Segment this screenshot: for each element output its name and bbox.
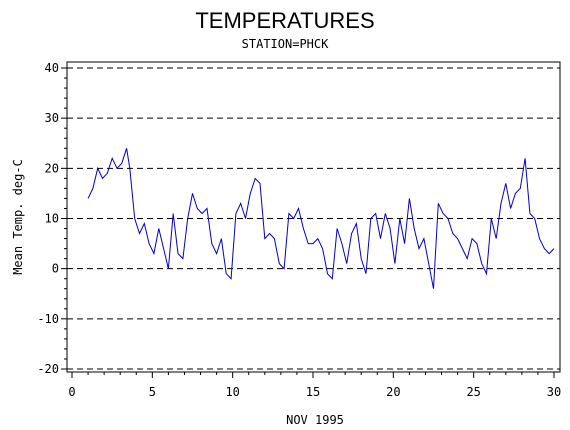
plot-frame (66, 61, 561, 373)
y-tick-label: 0 (52, 262, 59, 276)
y-tick-label: 40 (45, 61, 59, 75)
x-tick-label: 20 (386, 385, 400, 399)
y-tick-label: 10 (45, 212, 59, 226)
chart-subtitle: STATION=PHCK (242, 37, 329, 51)
y-axis-label: Mean Temp. deg-C (11, 159, 25, 275)
y-tick-label: 20 (45, 161, 59, 175)
gridlines (67, 67, 560, 370)
x-tick-label: 30 (547, 385, 561, 399)
series-line (87, 148, 555, 289)
y-tick-label: -10 (37, 312, 59, 326)
y-tick-label: -20 (37, 362, 59, 376)
y-tick-label: 30 (45, 111, 59, 125)
x-axis: 0 5 10 15 20 25 30 (68, 372, 561, 399)
x-tick-label: 15 (306, 385, 320, 399)
y-axis: -20 -10 0 10 20 30 40 (37, 61, 67, 376)
x-tick-label: 5 (149, 385, 156, 399)
x-tick-label: 25 (466, 385, 480, 399)
x-tick-label: 0 (68, 385, 75, 399)
x-axis-label: NOV 1995 (286, 413, 344, 427)
chart-title: TEMPERATURES (195, 8, 374, 33)
x-tick-label: 10 (225, 385, 239, 399)
